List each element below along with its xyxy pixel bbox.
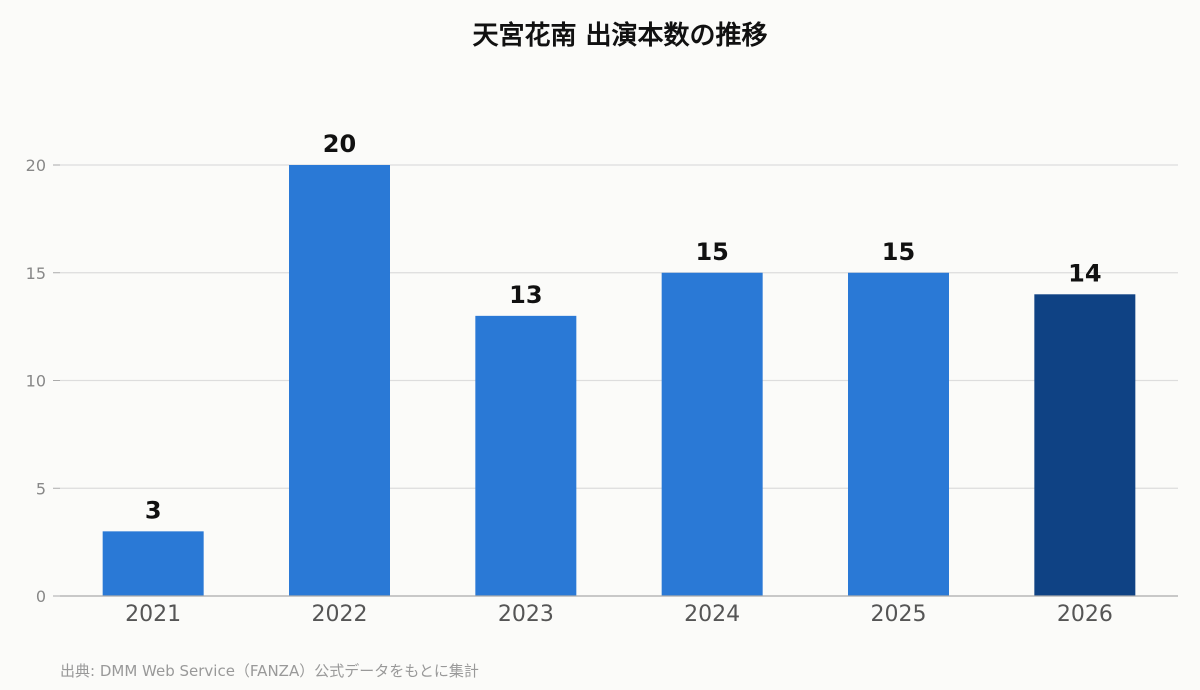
source-note: 出典: DMM Web Service（FANZA）公式データをもとに集計: [60, 662, 479, 680]
y-tick-label: 10: [26, 372, 46, 391]
y-axis: 0 5 10 15 20: [26, 156, 1178, 606]
x-tick-label: 2023: [498, 602, 554, 627]
x-tick-label: 2025: [871, 602, 927, 627]
data-label: 3: [145, 496, 162, 524]
y-tick-label: 0: [36, 587, 46, 606]
bar: [661, 272, 763, 596]
data-label: 20: [323, 130, 356, 158]
x-tick-label: 2026: [1057, 602, 1113, 627]
y-tick-label: 20: [26, 156, 46, 175]
bar: [289, 165, 390, 596]
x-axis: 2021 2022 2023 2024 2025 2026: [125, 602, 1113, 627]
data-labels: 3 20 13 15 15 14: [145, 130, 1102, 524]
bars: [102, 165, 1136, 596]
bar: [1034, 294, 1136, 596]
data-label: 15: [695, 238, 728, 266]
bar: [102, 531, 204, 596]
bar: [475, 315, 577, 596]
chart-title: 天宮花南 出演本数の推移: [472, 20, 767, 51]
x-tick-label: 2022: [312, 602, 368, 627]
y-tick-label: 5: [36, 479, 46, 498]
x-tick-label: 2024: [684, 602, 740, 627]
data-label: 15: [882, 238, 915, 266]
data-label: 13: [509, 281, 542, 309]
data-label: 14: [1068, 259, 1101, 287]
y-tick-label: 15: [26, 264, 46, 283]
gridlines: [60, 164, 1178, 489]
bar: [848, 272, 949, 596]
x-tick-label: 2021: [125, 602, 181, 627]
